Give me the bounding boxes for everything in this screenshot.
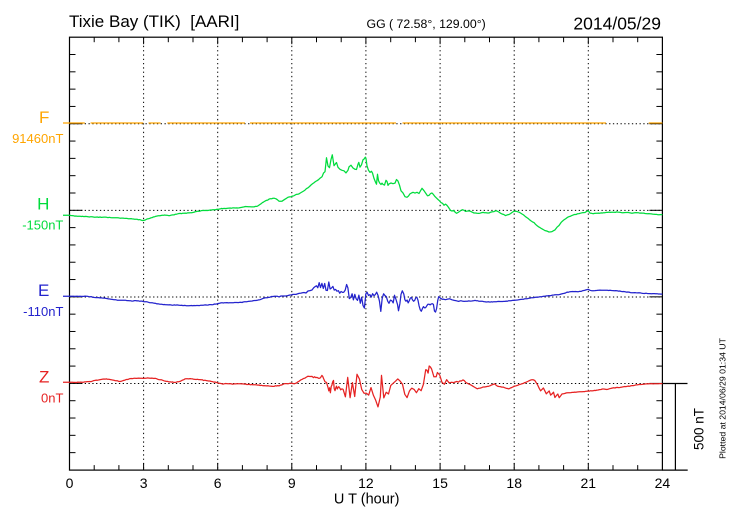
svg-text:-110nT: -110nT <box>23 304 63 319</box>
svg-text:2014/05/29: 2014/05/29 <box>573 14 661 34</box>
svg-text:E: E <box>38 281 49 300</box>
svg-text:3: 3 <box>140 475 148 491</box>
svg-text:91460nT: 91460nT <box>12 131 63 146</box>
svg-text:0nT: 0nT <box>41 391 63 406</box>
svg-text:GG ( 72.58°, 129.00°): GG ( 72.58°, 129.00°) <box>367 17 486 31</box>
svg-text:12: 12 <box>358 475 374 491</box>
svg-text:Z: Z <box>39 368 49 387</box>
svg-text:500 nT: 500 nT <box>692 408 707 450</box>
svg-text:15: 15 <box>432 475 448 491</box>
svg-text:9: 9 <box>288 475 296 491</box>
svg-text:Tixie Bay (TIK) [AARI]: Tixie Bay (TIK) [AARI] <box>69 12 239 31</box>
svg-text:U T (hour): U T (hour) <box>334 491 400 507</box>
svg-text:24: 24 <box>655 475 671 491</box>
svg-text:0: 0 <box>66 475 74 491</box>
svg-text:Plotted at 2014/06/29 01:34 UT: Plotted at 2014/06/29 01:34 UT <box>718 337 728 458</box>
svg-text:6: 6 <box>214 475 222 491</box>
svg-text:18: 18 <box>506 475 522 491</box>
svg-text:21: 21 <box>581 475 597 491</box>
svg-text:F: F <box>39 108 49 127</box>
svg-text:H: H <box>37 194 49 213</box>
svg-text:-150nT: -150nT <box>22 218 63 233</box>
